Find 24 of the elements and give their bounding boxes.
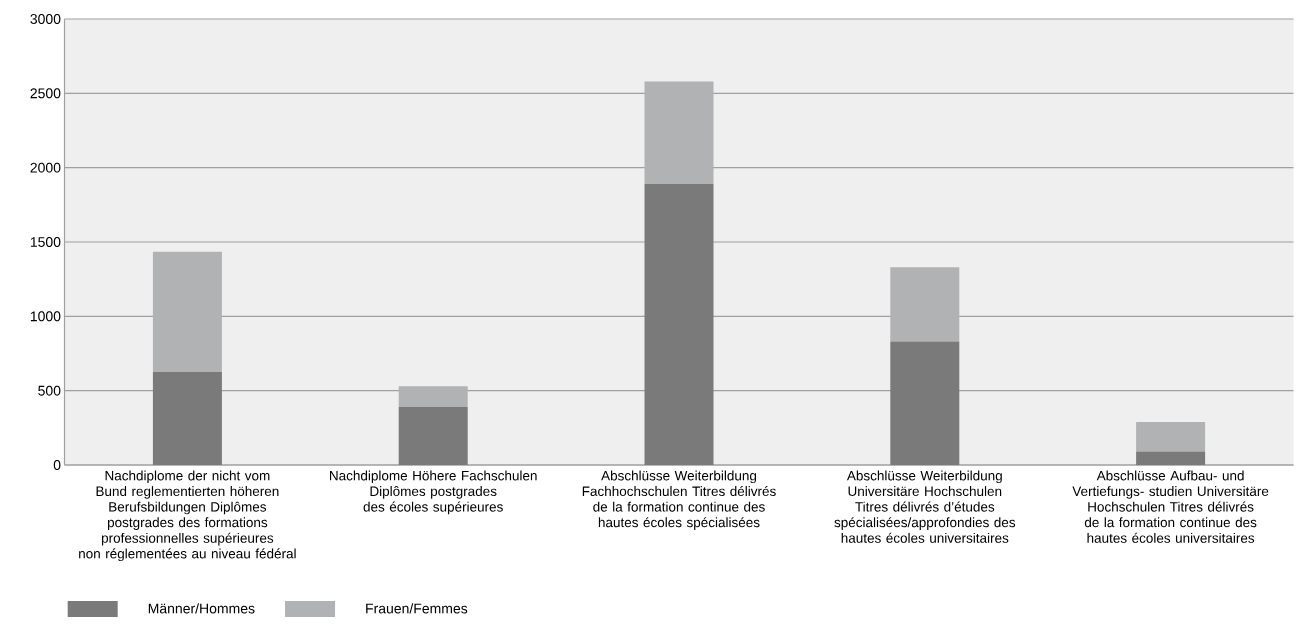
x-tick-label: Abschlüsse Weiterbildung Universitäre Hochschulen Titres délivrés d’études spécialisées/approfondies des hautes écoles universitaires: [834, 470, 1016, 543]
bar: [1136, 451, 1206, 465]
x-tick-label: Nachdiplome Höhere Fachschulen Diplômes postgrades des écoles supérieures: [330, 470, 537, 515]
x-tick-label: Nachdiplome der nicht vom Bund reglementierten höheren Berufsbildungen Diplômes postgrades des formations professionnelles supérieures non réglementées au niveau fédéral: [79, 470, 296, 562]
y-tick-label: 2000: [30, 162, 61, 173]
y-tick-label: 1500: [30, 237, 61, 247]
bar: [644, 81, 714, 185]
y-tick-label: 2500: [30, 88, 61, 99]
bar: [890, 267, 960, 342]
bar: [398, 407, 468, 465]
legend-label: Frauen/Femmes: [366, 603, 468, 614]
bar: [1136, 421, 1206, 452]
x-tick-label: Abschlüsse Weiterbildung Fachhochschulen Titres délivrés de la formation continue des hautes écoles spécialisées: [582, 470, 776, 530]
bar: [152, 251, 222, 373]
y-tick-label: 1000: [30, 311, 61, 322]
y-tick-label: 3000: [30, 14, 61, 24]
bar: [152, 372, 222, 465]
y-tick-label: 500: [38, 385, 61, 396]
x-tick-label: Abschlüsse Aufbau- und Vertiefungs- studien Universitäre Hochschulen Titres délivrés de la formation continue des hautes écoles universitaires: [1072, 470, 1269, 543]
bar: [890, 341, 960, 465]
bar: [398, 386, 468, 408]
bar: [644, 184, 714, 465]
y-tick-label: 0: [53, 460, 61, 470]
legend-label: Männer/Hommes: [148, 603, 255, 614]
